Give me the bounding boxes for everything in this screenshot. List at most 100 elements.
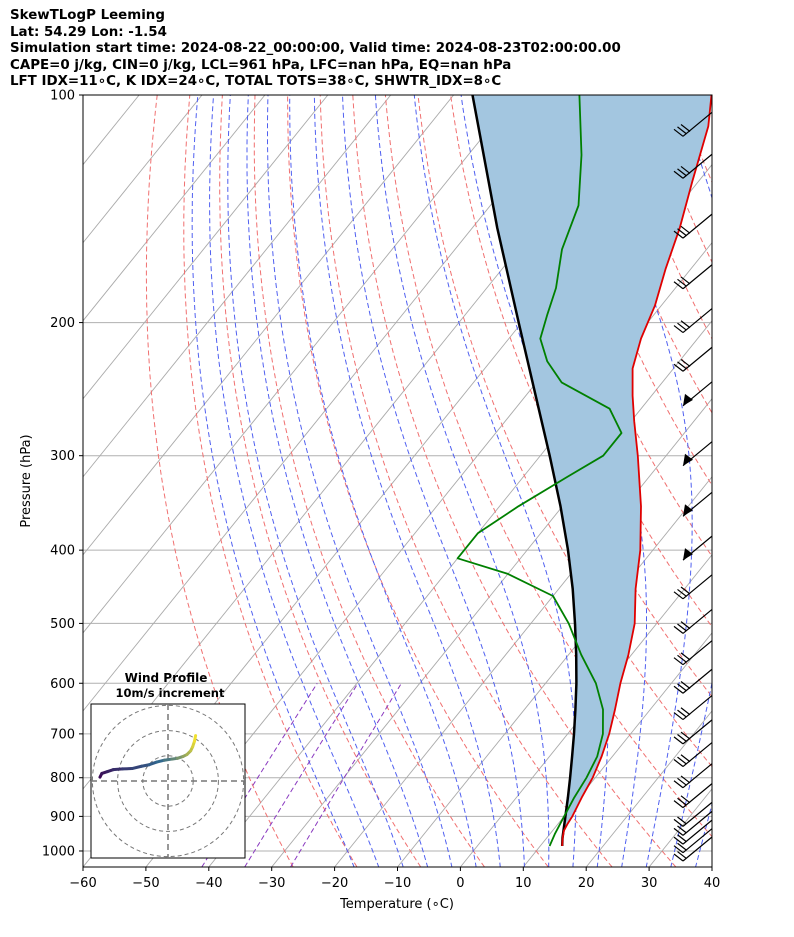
wind-barb	[673, 308, 713, 334]
y-axis-label: Pressure (hPa)	[19, 434, 34, 527]
x-tick-label: −60	[69, 876, 96, 891]
y-tick-label: 700	[50, 727, 75, 742]
hodograph-trace	[111, 767, 125, 772]
dry-adiabat	[547, 95, 712, 487]
moist-adiabat	[720, 95, 794, 868]
wind-barb	[673, 828, 713, 854]
wind-barb	[673, 783, 713, 809]
y-tick-label: 900	[50, 810, 75, 825]
y-tick-label: 100	[50, 89, 75, 104]
y-tick-label: 800	[50, 771, 75, 786]
y-tick-label: 500	[50, 617, 75, 632]
isotherm	[397, 476, 712, 867]
moist-adiabat	[209, 95, 380, 867]
dry-adiabat	[777, 95, 794, 867]
wind-barb	[673, 801, 713, 827]
x-tick-label: −50	[132, 876, 159, 891]
hodograph-ring	[117, 730, 219, 832]
mixing-ratio-line	[290, 683, 402, 867]
y-tick-label: 1000	[42, 844, 75, 859]
isotherm	[83, 95, 329, 400]
wind-barb	[673, 608, 713, 634]
wind-barb	[673, 213, 713, 239]
isotherm	[711, 866, 712, 867]
hodograph-trace	[130, 764, 144, 771]
x-tick-label: 0	[456, 876, 464, 891]
mixing-ratio-line	[244, 683, 359, 867]
y-tick-label: 600	[50, 677, 75, 692]
x-tick-label: −40	[195, 876, 222, 891]
dry-adiabat	[744, 95, 794, 867]
hodograph-inset: Wind Profile 10m/s increment	[90, 671, 246, 859]
wind-barb	[673, 668, 713, 694]
moist-adiabat	[246, 95, 429, 867]
dry-adiabat	[183, 95, 358, 867]
moist-adiabat	[342, 95, 525, 867]
dry-adiabat	[253, 95, 485, 867]
wind-barb	[682, 535, 713, 561]
hodograph-title: Wind Profile	[125, 671, 208, 685]
wind-barb	[673, 763, 713, 789]
moist-adiabat	[191, 95, 355, 867]
isotherm	[83, 95, 517, 634]
wind-barb	[673, 111, 713, 137]
hodograph-trace	[192, 734, 198, 743]
x-tick-label: 20	[578, 876, 595, 891]
x-tick-label: −30	[258, 876, 285, 891]
isotherm	[334, 398, 712, 867]
location-line: Lat: 54.29 Lon: -1.54	[10, 24, 167, 40]
moist-adiabat	[695, 802, 712, 867]
dry-adiabat	[145, 95, 294, 867]
wind-barb	[682, 381, 713, 407]
wind-barb	[673, 346, 713, 372]
isotherm	[83, 95, 392, 478]
wind-barb	[673, 819, 713, 845]
time-line: Simulation start time: 2024-08-22_00:00:…	[10, 41, 621, 57]
moist-adiabat	[267, 95, 453, 867]
moist-adiabat	[589, 95, 693, 867]
isotherm	[522, 632, 712, 867]
wind-barb	[673, 640, 713, 666]
moist-adiabat	[227, 95, 404, 867]
x-tick-label: 10	[515, 876, 532, 891]
wind-barb	[673, 574, 713, 600]
indices-line: LFT IDX=11∘C, K IDX=24∘C, TOTAL TOTS=38∘…	[10, 74, 502, 90]
temperature-profile-line	[561, 95, 712, 847]
isotherm	[83, 95, 454, 556]
dry-adiabat	[219, 95, 422, 867]
isotherm	[83, 95, 580, 712]
wind-barb	[673, 719, 713, 745]
isotherm	[208, 241, 712, 867]
isotherm	[460, 554, 712, 867]
x-tick-label: −10	[384, 876, 411, 891]
y-tick-label: 200	[50, 316, 75, 331]
moist-adiabat	[313, 95, 501, 867]
wind-barb	[673, 836, 713, 862]
isotherm	[83, 95, 203, 244]
wind-barb	[682, 491, 713, 517]
moist-adiabat	[413, 95, 577, 867]
x-tick-label: −20	[321, 876, 348, 891]
moist-adiabat	[289, 95, 477, 867]
dry-adiabat	[678, 95, 712, 184]
isotherm	[83, 95, 266, 322]
wind-barbs	[673, 111, 713, 862]
wind-barb	[673, 695, 713, 721]
dry-adiabat	[417, 95, 712, 768]
dewpoint-profile-line	[456, 95, 623, 847]
figure-title: SkewTLogP Leeming	[10, 8, 165, 23]
wind-barb	[673, 742, 713, 768]
x-axis-label: Temperature (∘C)	[339, 897, 454, 912]
cin-shading	[472, 95, 712, 846]
wind-barb	[682, 441, 713, 467]
y-tick-label: 400	[50, 544, 75, 559]
dry-adiabat	[710, 95, 712, 99]
hodograph-subtitle: 10m/s increment	[116, 686, 225, 700]
figure-header: SkewTLogP Leeming Lat: 54.29 Lon: -1.54 …	[10, 8, 621, 91]
wind-barb	[673, 264, 713, 290]
x-tick-label: 40	[704, 876, 721, 891]
dry-adiabat	[287, 95, 549, 867]
x-tick-label: 30	[641, 876, 658, 891]
